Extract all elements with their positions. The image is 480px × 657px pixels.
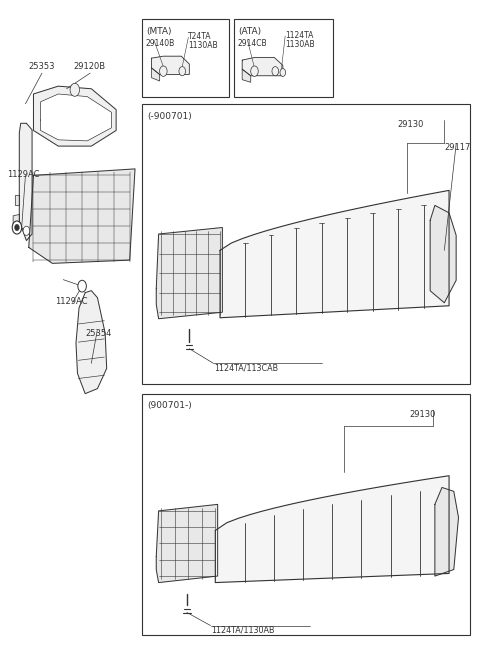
- Polygon shape: [220, 191, 449, 318]
- Circle shape: [78, 281, 86, 292]
- Text: 29130: 29130: [397, 120, 423, 129]
- Circle shape: [14, 224, 19, 231]
- Circle shape: [12, 221, 22, 234]
- Text: 1130AB: 1130AB: [188, 41, 218, 50]
- Text: 1124TA: 1124TA: [285, 31, 313, 40]
- Text: (900701-): (900701-): [147, 401, 192, 411]
- Text: 1124TA/1130AB: 1124TA/1130AB: [212, 625, 275, 635]
- Text: (ATA): (ATA): [238, 27, 261, 36]
- Polygon shape: [13, 214, 19, 226]
- Circle shape: [251, 66, 258, 76]
- Polygon shape: [242, 69, 251, 82]
- Text: 29140B: 29140B: [146, 39, 175, 47]
- Bar: [142, 394, 470, 635]
- Polygon shape: [435, 487, 458, 576]
- Circle shape: [280, 68, 286, 76]
- Polygon shape: [152, 68, 159, 81]
- Polygon shape: [76, 290, 107, 394]
- Text: (-900701): (-900701): [147, 112, 192, 121]
- Circle shape: [179, 66, 186, 76]
- Text: 29120B: 29120B: [73, 62, 106, 71]
- Circle shape: [159, 66, 167, 76]
- Bar: [142, 104, 470, 384]
- Text: 29130: 29130: [409, 410, 435, 419]
- Circle shape: [23, 226, 30, 235]
- Polygon shape: [34, 86, 116, 146]
- Text: 1124TA/113CAB: 1124TA/113CAB: [214, 363, 278, 372]
- Polygon shape: [29, 169, 135, 263]
- Polygon shape: [156, 227, 222, 319]
- Text: 25353: 25353: [29, 62, 55, 71]
- Polygon shape: [430, 206, 456, 303]
- Polygon shape: [152, 57, 189, 74]
- Text: 2914CB: 2914CB: [238, 39, 267, 47]
- Circle shape: [272, 66, 278, 76]
- Polygon shape: [19, 124, 32, 240]
- Text: 29117: 29117: [444, 143, 471, 152]
- Polygon shape: [40, 94, 111, 141]
- Text: 1129AC: 1129AC: [8, 170, 40, 179]
- Polygon shape: [156, 505, 217, 583]
- Polygon shape: [216, 476, 449, 583]
- Text: T24TA: T24TA: [188, 32, 212, 41]
- Text: 25354: 25354: [85, 329, 112, 338]
- Text: 1130AB: 1130AB: [285, 40, 315, 49]
- Polygon shape: [242, 58, 283, 76]
- Bar: [234, 19, 333, 97]
- Text: 1129AC: 1129AC: [55, 297, 87, 306]
- Circle shape: [70, 83, 80, 97]
- Text: (MTA): (MTA): [146, 27, 171, 36]
- Bar: [142, 19, 229, 97]
- Polygon shape: [14, 195, 19, 205]
